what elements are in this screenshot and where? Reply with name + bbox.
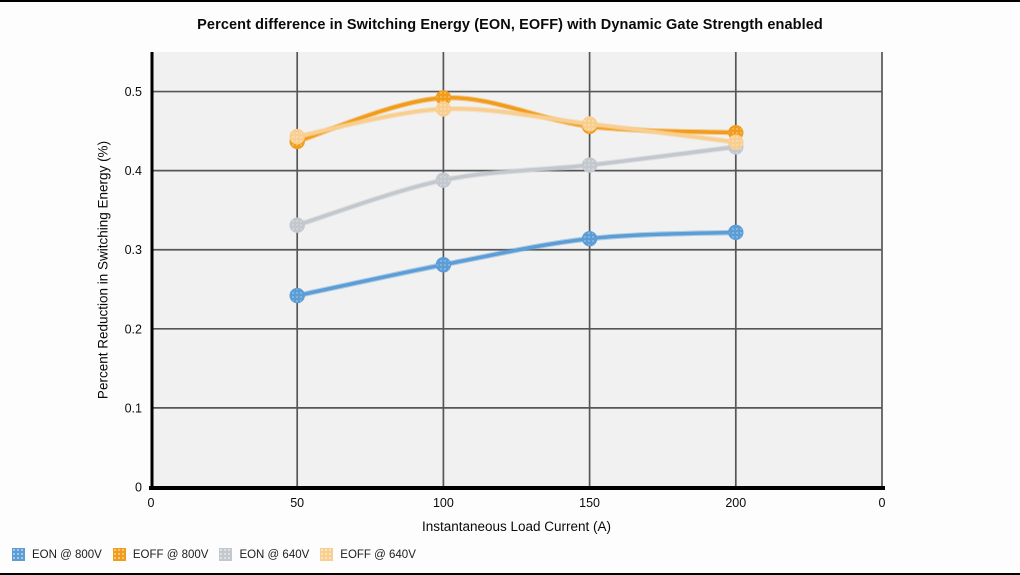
legend-swatch-icon <box>12 548 25 561</box>
y-tick-label: 0.5 <box>125 85 142 99</box>
data-point-eoff-640v <box>435 101 452 117</box>
data-point-eoff-640v <box>581 116 598 132</box>
legend-swatch-icon <box>219 548 233 561</box>
x-tick-label: 150 <box>579 496 600 510</box>
series-line-eoff-640v <box>295 106 738 144</box>
chart-title: Percent difference in Switching Energy (… <box>197 17 823 33</box>
x-tick-label: 0 <box>148 496 155 510</box>
data-point-eon-800v <box>289 287 305 304</box>
x-tick-label: 200 <box>725 496 746 510</box>
legend-label: EON @ 800V <box>32 548 102 561</box>
legend-label: EOFF @ 800V <box>132 548 209 561</box>
y-tick-label: 0.3 <box>125 243 142 257</box>
y-tick-label: 0.1 <box>125 401 142 415</box>
x-tick-label: 0 <box>879 496 886 510</box>
data-point-eon-640v <box>289 217 305 233</box>
data-point-eon-640v <box>435 172 452 188</box>
series-line-eon-640v <box>295 145 738 227</box>
legend-label: EOFF @ 640V <box>340 548 416 561</box>
legend-label: EON @ 640V <box>239 548 310 561</box>
data-point-eon-640v <box>581 157 598 173</box>
data-point-eon-800v <box>435 257 452 273</box>
y-tick-label: 0.4 <box>125 164 142 178</box>
window-border-top <box>0 0 1020 2</box>
window-border-bottom <box>0 573 1020 575</box>
plot-background <box>151 52 882 487</box>
legend-item-eoff-640v[interactable]: EOFF @ 640V <box>320 548 416 561</box>
data-point-eoff-640v <box>728 134 744 150</box>
x-axis-label: Instantaneous Load Current (A) <box>421 519 612 534</box>
data-point-eoff-640v <box>289 128 305 145</box>
series-line-eoff-800v <box>295 96 738 144</box>
series-line-eon-800v <box>295 230 738 298</box>
y-axis-label: Percent Reduction in Switching Energy (%… <box>95 140 111 400</box>
y-tick-label: 0.2 <box>125 322 142 336</box>
y-tick-label: 0 <box>135 481 142 495</box>
legend-item-eon-800v[interactable]: EON @ 800V <box>12 548 102 561</box>
x-tick-label: 100 <box>433 496 454 510</box>
legend-item-eon-640v[interactable]: EON @ 640V <box>219 548 309 561</box>
legend-swatch-icon <box>112 548 126 561</box>
legend-item-eoff-800v[interactable]: EOFF @ 800V <box>112 548 209 561</box>
x-tick-label: 50 <box>290 496 304 510</box>
data-point-eon-800v <box>581 230 598 247</box>
legend-swatch-icon <box>320 548 334 561</box>
legend: EON @ 800V EOFF @ 800V EON @ 640V EOFF @ 64… <box>12 548 416 561</box>
data-point-eon-800v <box>728 224 744 241</box>
